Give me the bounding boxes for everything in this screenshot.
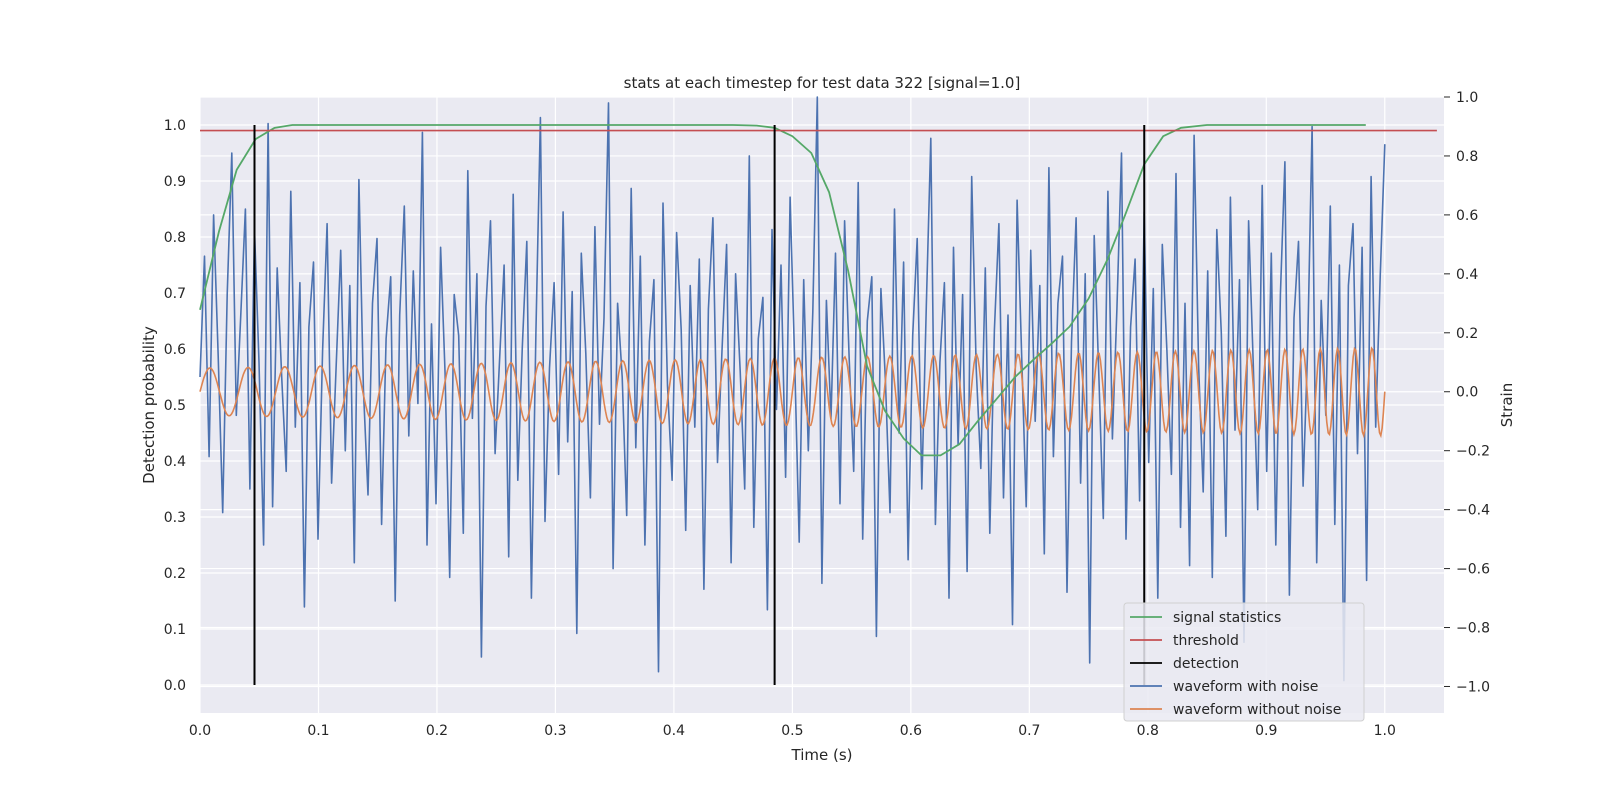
legend-label-threshold: threshold (1173, 633, 1239, 649)
x-tick-label: 0.6 (900, 723, 922, 739)
y-tick-label: 0.0 (164, 678, 186, 694)
y-right-tick-label: −1.0 (1456, 679, 1490, 695)
series-layer (199, 96, 1437, 685)
y-right-tick-label: 0.0 (1456, 385, 1478, 401)
x-tick-label: 0.1 (307, 723, 329, 739)
x-tick-label: 1.0 (1374, 723, 1396, 739)
y-tick-label: 0.2 (164, 566, 186, 582)
y-right-tick-label: −0.2 (1456, 444, 1490, 460)
series-signal-statistics (199, 124, 1366, 457)
y-tick-label: 1.0 (164, 118, 186, 134)
x-tick-label: 0.2 (426, 723, 448, 739)
axes: 0.0 0.1 0.2 0.3 0.4 0.5 0.6 0.7 0.8 0.9 1.0 0.0 0.1 0… (164, 90, 1490, 739)
x-tick-label: 0.8 (1137, 723, 1159, 739)
x-axis-label: Time (s) (791, 746, 853, 764)
legend-label-signal-statistics: signal statistics (1173, 610, 1281, 626)
y-right-tick-label: 0.6 (1456, 208, 1478, 224)
chart-title: stats at each timestep for test data 322… (624, 74, 1021, 92)
x-tick-label: 0.5 (781, 723, 803, 739)
y-tick-label: 0.3 (164, 510, 186, 526)
series-waveform-with-noise (199, 96, 1386, 682)
y-right-tick-label: −0.6 (1456, 562, 1490, 578)
y-tick-label: 0.5 (164, 398, 186, 414)
x-tick-label: 0.3 (544, 723, 566, 739)
y-tick-label: 0.4 (164, 454, 186, 470)
legend-box (1123, 602, 1365, 722)
y-tick-label: 0.9 (164, 174, 186, 190)
x-tick-label: 0.0 (189, 723, 211, 739)
y-right-tick-label: 0.4 (1456, 267, 1478, 283)
legend: signal statistics threshold detection wa… (1123, 602, 1365, 722)
legend-label-waveform-with-noise: waveform with noise (1173, 679, 1318, 695)
legend-label-detection: detection (1173, 656, 1239, 672)
y-right-tick-label: 1.0 (1456, 90, 1478, 106)
y-tick-label: 0.7 (164, 286, 186, 302)
y-axis-label: Detection probability (140, 326, 158, 484)
y-right-tick-label: −0.8 (1456, 621, 1490, 637)
x-tick-label: 0.9 (1255, 723, 1277, 739)
y-tick-label: 0.6 (164, 342, 186, 358)
y-right-tick-label: −0.4 (1456, 503, 1490, 519)
y-tick-label: 0.8 (164, 230, 186, 246)
legend-label-waveform-without-noise: waveform without noise (1173, 702, 1341, 718)
series-waveform-without-noise (199, 345, 1386, 439)
y-right-tick-label: 0.8 (1456, 149, 1478, 165)
x-tick-label: 0.7 (1018, 723, 1040, 739)
y-tick-label: 0.1 (164, 622, 186, 638)
x-tick-label: 0.4 (663, 723, 685, 739)
y-right-tick-label: 0.2 (1456, 326, 1478, 342)
y-right-axis-label: Strain (1498, 383, 1516, 427)
